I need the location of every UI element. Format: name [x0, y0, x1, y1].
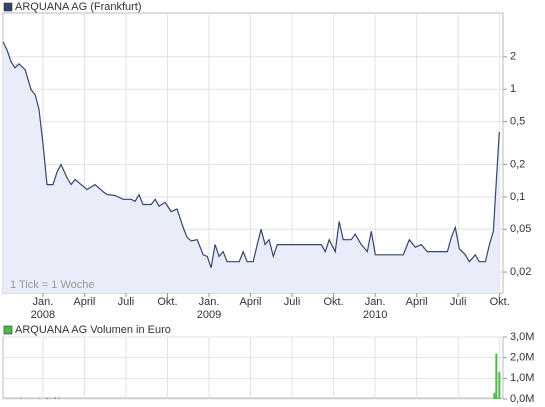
x-tick-label: Jan. — [199, 296, 220, 308]
bar — [493, 392, 496, 399]
y-tick-label: 0,02 — [510, 266, 531, 278]
bar — [53, 397, 56, 399]
bar — [498, 372, 501, 399]
y-tick-label: 2,0M — [510, 352, 534, 364]
y-tick-label: 0,05 — [510, 223, 531, 235]
legend-label: ARQUANA AG Volumen in Euro — [15, 324, 171, 336]
x-year-label: 2009 — [197, 309, 221, 321]
legend-swatch — [3, 325, 13, 335]
bar — [19, 398, 22, 399]
x-tick-label: Juli — [450, 296, 467, 308]
y-tick-label: 2 — [510, 51, 516, 63]
x-tick-label: Jan. — [365, 296, 386, 308]
y-tick-label: 1,0M — [510, 372, 534, 384]
line — [2, 41, 500, 268]
x-tick-label: Okt. — [490, 296, 510, 308]
bar — [495, 353, 498, 399]
y-tick-label: 0,0M — [510, 393, 534, 405]
y-tick-label: 0,1 — [510, 191, 525, 203]
x-tick-label: Juli — [284, 296, 301, 308]
x-tick-label: Jan. — [32, 296, 53, 308]
x-tick-label: Okt. — [157, 296, 177, 308]
y-tick-label: 1 — [510, 83, 516, 95]
x-year-label: 2010 — [363, 309, 387, 321]
legend-label: ARQUANA AG (Frankfurt) — [15, 1, 142, 13]
x-tick-label: Juli — [118, 296, 135, 308]
x-tick-label: April — [240, 296, 262, 308]
volume-frame — [2, 336, 504, 399]
y-tick-label: 3,0M — [510, 331, 534, 343]
legend-swatch — [3, 2, 13, 12]
bar — [57, 398, 60, 399]
x-tick-label: April — [406, 296, 428, 308]
x-tick-label: April — [73, 296, 95, 308]
y-tick-label: 0,5 — [510, 116, 525, 128]
y-tick-label: 0,2 — [510, 158, 525, 170]
annotation: 1 Tick = 1 Woche — [10, 279, 94, 291]
x-tick-label: Okt. — [323, 296, 343, 308]
area — [3, 41, 500, 294]
bar — [46, 398, 49, 399]
x-year-label: 2008 — [31, 309, 55, 321]
